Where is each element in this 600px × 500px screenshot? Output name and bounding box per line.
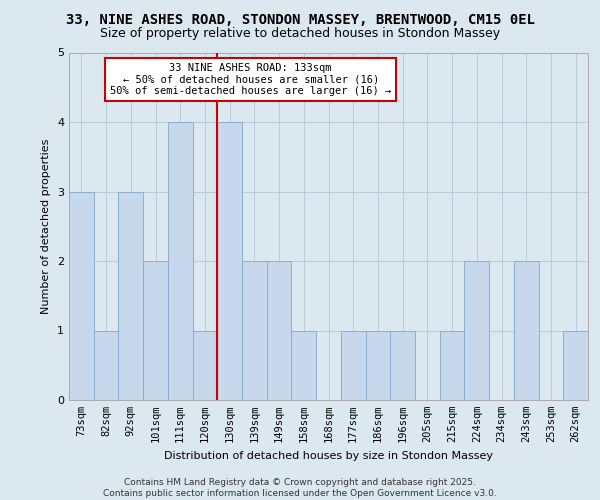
Text: 33 NINE ASHES ROAD: 133sqm
← 50% of detached houses are smaller (16)
50% of semi: 33 NINE ASHES ROAD: 133sqm ← 50% of deta…	[110, 63, 391, 96]
Text: Size of property relative to detached houses in Stondon Massey: Size of property relative to detached ho…	[100, 28, 500, 40]
Bar	[514, 261, 539, 400]
Bar	[168, 122, 193, 400]
Bar	[464, 261, 489, 400]
X-axis label: Distribution of detached houses by size in Stondon Massey: Distribution of detached houses by size …	[164, 450, 493, 460]
Bar	[193, 330, 217, 400]
Bar	[365, 330, 390, 400]
Bar	[267, 261, 292, 400]
Text: Contains HM Land Registry data © Crown copyright and database right 2025.
Contai: Contains HM Land Registry data © Crown c…	[103, 478, 497, 498]
Bar	[563, 330, 588, 400]
Bar	[94, 330, 118, 400]
Bar	[143, 261, 168, 400]
Bar	[292, 330, 316, 400]
Bar	[242, 261, 267, 400]
Text: 33, NINE ASHES ROAD, STONDON MASSEY, BRENTWOOD, CM15 0EL: 33, NINE ASHES ROAD, STONDON MASSEY, BRE…	[65, 12, 535, 26]
Bar	[118, 192, 143, 400]
Bar	[217, 122, 242, 400]
Bar	[390, 330, 415, 400]
Bar	[440, 330, 464, 400]
Bar	[341, 330, 365, 400]
Y-axis label: Number of detached properties: Number of detached properties	[41, 138, 52, 314]
Bar	[69, 192, 94, 400]
